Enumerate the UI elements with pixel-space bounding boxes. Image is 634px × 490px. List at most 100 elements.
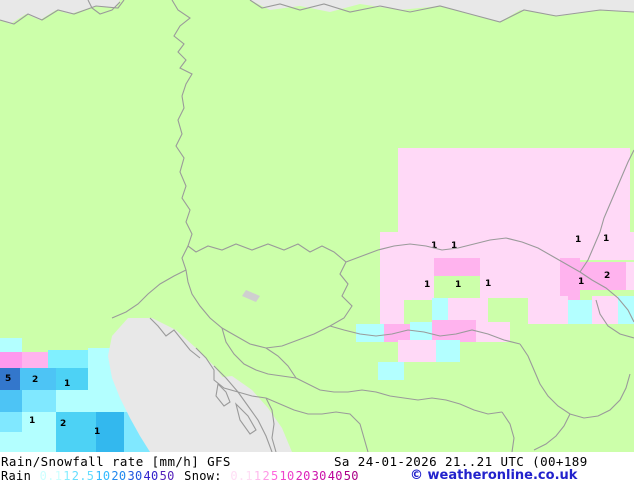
precip-cell [56, 390, 108, 412]
rain-legend-label: Rain [1, 469, 32, 483]
coast-denmark-jutland [87, 0, 121, 15]
rain-value-50: 50 [159, 469, 175, 483]
precip-value-label: 2 [32, 375, 39, 385]
precip-cell [20, 368, 56, 390]
border-si-hr [195, 347, 267, 399]
border-ro-rs [533, 413, 571, 451]
precip-cell [356, 324, 384, 342]
precip-value-label: 1 [575, 235, 582, 245]
precip-cell [56, 368, 88, 390]
precip-cell [404, 300, 432, 324]
precip-cell [22, 338, 44, 356]
border-hu-ro [519, 343, 631, 419]
snow-value-5: 5 [270, 469, 279, 483]
snow-value-10: 10 [279, 469, 295, 483]
precip-cell [626, 262, 634, 290]
precip-cell [380, 260, 434, 300]
precip-cell [480, 258, 560, 300]
legend-scale: Rain 0.112.51020304050 Snow: 0.112510203… [1, 469, 361, 483]
precip-value-label: 2 [604, 271, 611, 281]
precip-cell [448, 298, 488, 324]
precip-cell [560, 258, 580, 300]
snow-value-1: 1 [253, 469, 262, 483]
precip-cell [528, 296, 568, 324]
baltic-sea [250, 0, 634, 22]
precip-cell [434, 258, 480, 276]
rain-value-10: 10 [95, 469, 111, 483]
precip-value-label: 1 [603, 234, 610, 244]
precip-cell [432, 298, 448, 324]
precip-cell [22, 352, 48, 368]
precip-value-label: 1 [485, 279, 492, 289]
precip-cell [0, 338, 22, 356]
map-footer: Rain/Snowfall rate [mm/h] GFS Rain 0.112… [0, 452, 634, 490]
coast-istria [149, 317, 201, 359]
copyright-notice: © weatheronline.co.uk [410, 468, 578, 483]
snow-value-50: 50 [343, 469, 359, 483]
snow-value-40: 40 [327, 469, 343, 483]
coast-baltic [171, 0, 193, 97]
border-de-pl [175, 95, 193, 247]
rain-value-30: 30 [127, 469, 143, 483]
precip-cell [568, 300, 592, 324]
border-at-hu [265, 347, 297, 379]
snow-value-0.1: 0.1 [230, 469, 253, 483]
coast-north [0, 0, 125, 25]
river-danube [595, 299, 634, 339]
precip-value-label: 1 [455, 280, 462, 290]
precip-cell [30, 432, 56, 452]
precip-cell [460, 342, 486, 362]
precip-cell [398, 340, 436, 362]
border-sk-hu [329, 325, 521, 345]
border-pl-sk [345, 237, 581, 273]
lake-balaton [242, 290, 260, 302]
precip-cell [488, 298, 528, 324]
precip-cell [380, 300, 404, 324]
precip-value-label: 2 [60, 419, 67, 429]
precip-value-label: 5 [5, 374, 12, 384]
border-hr-ba [265, 397, 277, 452]
border-lines [0, 0, 634, 452]
border-de-at [111, 269, 187, 319]
precip-cell [378, 362, 404, 380]
precip-cell [22, 390, 56, 412]
precip-cell [0, 368, 20, 390]
precip-cell [22, 412, 56, 432]
rain-value-2.5: 2.5 [71, 469, 95, 483]
coast-baltic-east [249, 0, 634, 23]
border-rs-interior [501, 411, 515, 452]
snow-value-20: 20 [295, 469, 311, 483]
legend-title: Rain/Snowfall rate [mm/h] GFS [1, 454, 231, 469]
border-czechia [181, 243, 353, 349]
precipitation-map[interactable]: 1 1 1 1 1 1 1 1 2 5 2 1 1 2 1 [0, 0, 634, 452]
snow-value-2: 2 [262, 469, 270, 483]
adriatic-sea [108, 318, 266, 452]
precip-cell [354, 300, 380, 324]
precip-value-label: 1 [424, 280, 431, 290]
precip-value-label: 1 [431, 241, 438, 251]
snow-legend-label: Snow: [184, 469, 222, 483]
border-ua-ro [579, 271, 634, 323]
precip-value-label: 1 [578, 277, 585, 287]
rain-value-0.1: 0.1 [39, 469, 63, 483]
precip-value-label: 1 [451, 241, 458, 251]
precip-value-label: 1 [29, 416, 36, 426]
island-pag [234, 402, 257, 435]
precip-cell [96, 432, 124, 452]
sea-areas [0, 0, 634, 452]
snow-scale-values: 0.11251020304050 [230, 469, 359, 483]
coast-dalmatia [213, 365, 273, 452]
border-hr-ba-2 [265, 397, 369, 452]
border-hu-rs [295, 377, 503, 415]
precip-cell [476, 322, 510, 342]
rain-value-1: 1 [63, 469, 71, 483]
rain-value-40: 40 [143, 469, 159, 483]
precip-value-label: 1 [94, 427, 101, 437]
precip-cell [0, 390, 22, 412]
precip-cell [0, 412, 22, 432]
precip-value-label: 1 [64, 379, 71, 389]
snow-value-30: 30 [311, 469, 327, 483]
precip-cell [376, 342, 398, 362]
island-krk [215, 382, 231, 407]
